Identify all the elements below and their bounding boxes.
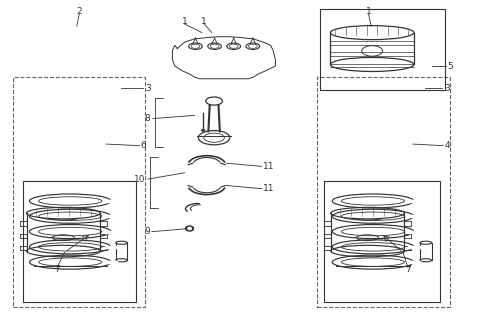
Bar xyxy=(23,181,136,302)
Text: 2: 2 xyxy=(76,7,82,16)
Text: 9: 9 xyxy=(145,227,151,236)
Text: 10: 10 xyxy=(134,175,146,184)
Bar xyxy=(325,181,440,302)
Text: 1: 1 xyxy=(366,7,371,16)
Text: 7: 7 xyxy=(405,265,411,275)
Text: 3: 3 xyxy=(445,84,451,93)
Bar xyxy=(13,77,146,307)
Bar xyxy=(317,77,450,307)
Text: 5: 5 xyxy=(447,61,453,70)
Text: 7: 7 xyxy=(54,265,60,275)
Text: 1: 1 xyxy=(182,17,187,26)
Text: 11: 11 xyxy=(263,184,275,193)
Text: 1: 1 xyxy=(201,17,207,26)
Text: 6: 6 xyxy=(141,141,146,150)
Text: 8: 8 xyxy=(145,114,151,123)
Text: 4: 4 xyxy=(445,141,450,150)
Bar xyxy=(320,9,445,90)
Text: 11: 11 xyxy=(263,162,275,171)
Ellipse shape xyxy=(188,228,191,230)
Text: 3: 3 xyxy=(146,84,151,93)
Ellipse shape xyxy=(201,129,205,131)
Ellipse shape xyxy=(185,226,193,231)
